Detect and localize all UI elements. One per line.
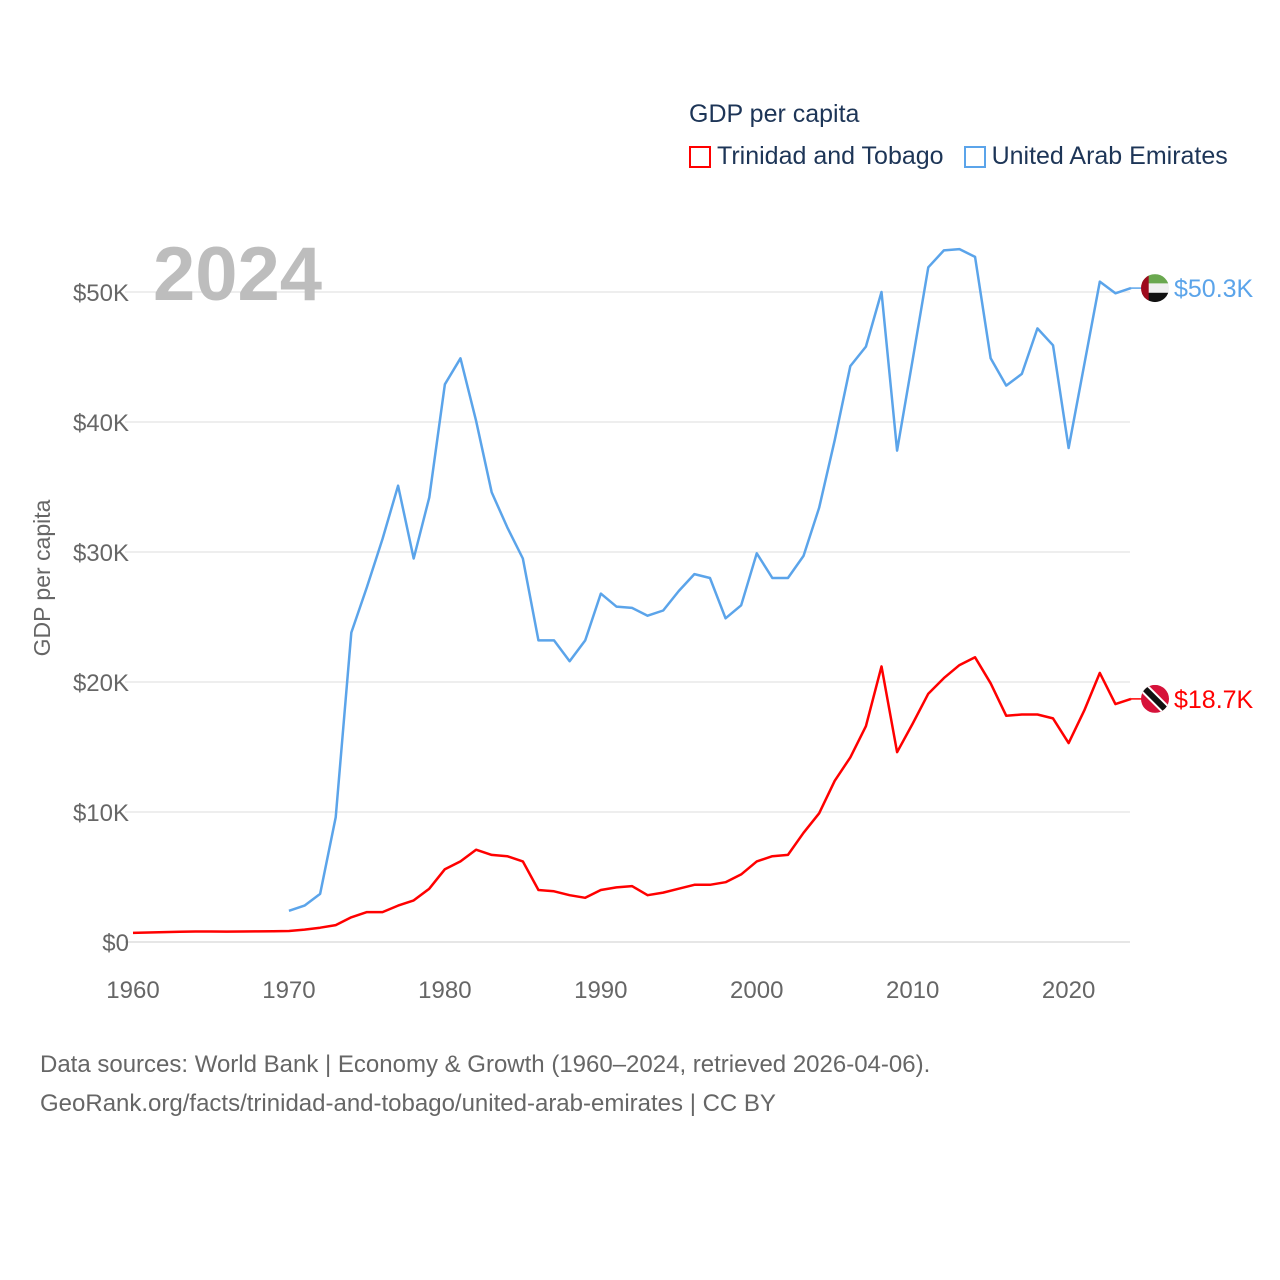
x-tick-label: 1990	[574, 977, 627, 1004]
source-line-2[interactable]: GeoRank.org/facts/trinidad-and-tobago/un…	[40, 1090, 776, 1117]
y-tick-label: $0	[102, 930, 129, 957]
uae-flag-icon	[1141, 274, 1169, 303]
legend-item-uae[interactable]: United Arab Emirates	[963, 142, 1228, 171]
y-tick-label: $20K	[73, 670, 129, 697]
y-tick-label: $10K	[73, 800, 129, 827]
source-note: Data sources: World Bank | Economy & Gro…	[40, 1045, 930, 1123]
series-line-uae	[288, 247, 1132, 912]
series-line-trinidad	[132, 656, 1132, 935]
y-tick-label: $50K	[73, 280, 129, 307]
legend-label: Trinidad and Tobago	[717, 142, 944, 170]
legend-swatch	[689, 145, 711, 168]
year-label: 2024	[153, 232, 322, 317]
end-value-label: $50.3K	[1174, 275, 1254, 303]
y-tick-label: $40K	[73, 410, 129, 437]
x-tick-label: 1980	[418, 977, 471, 1004]
x-tick-label: 2010	[886, 977, 939, 1004]
y-tick-label: $30K	[73, 540, 129, 567]
trinidad-flag-icon	[1141, 684, 1169, 713]
end-value-label: $18.7K	[1174, 686, 1254, 714]
source-line-1: Data sources: World Bank | Economy & Gro…	[40, 1051, 931, 1078]
legend-swatch	[963, 145, 986, 168]
x-tick-label: 2000	[730, 977, 783, 1004]
x-tick-label: 2020	[1042, 977, 1095, 1004]
legend-item-trinidad[interactable]: Trinidad and Tobago	[689, 142, 944, 171]
legend-title: GDP per capita	[689, 100, 860, 128]
y-axis-label: GDP per capita	[29, 499, 55, 656]
legend-label: United Arab Emirates	[991, 142, 1228, 170]
x-tick-label: 1960	[106, 977, 159, 1004]
x-tick-label: 1970	[262, 977, 315, 1004]
legend: Trinidad and Tobago United Arab Emirates	[689, 142, 1228, 171]
